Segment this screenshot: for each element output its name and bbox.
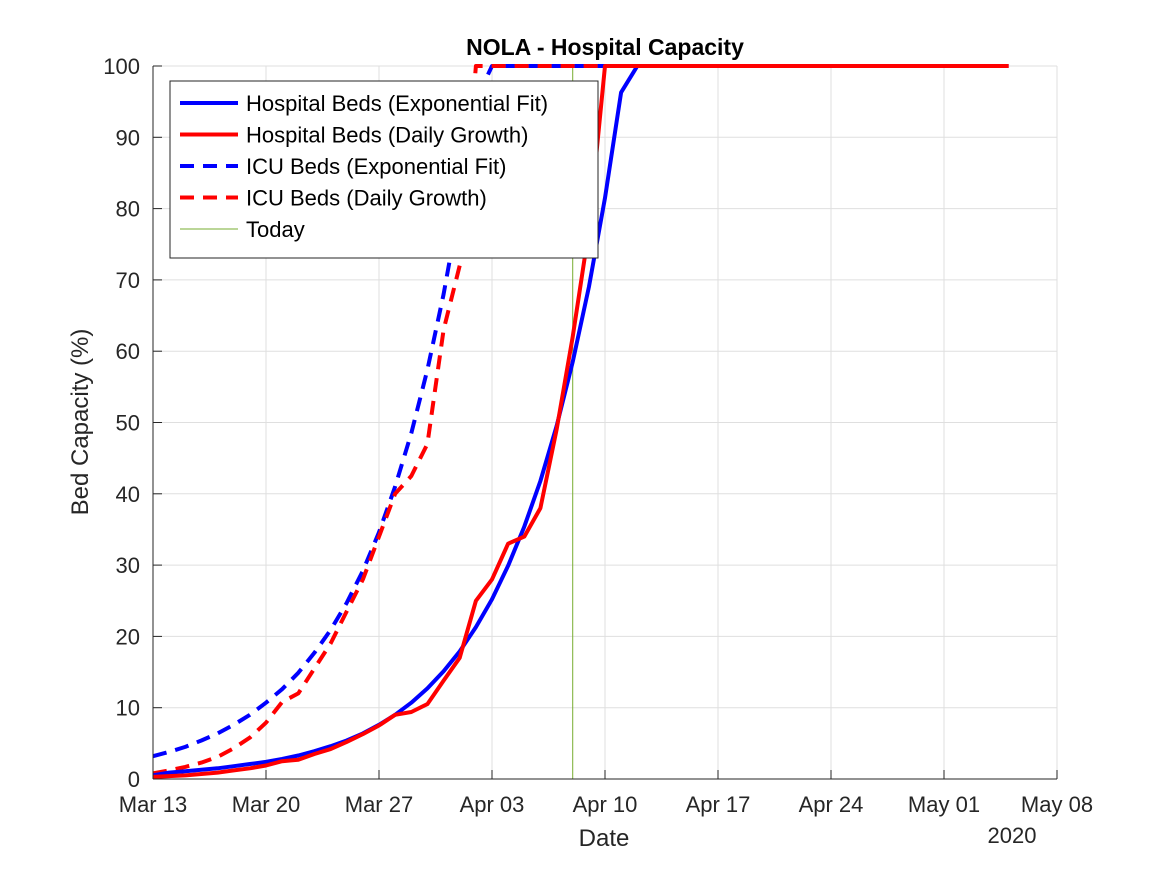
y-tick-label: 100 <box>103 54 140 79</box>
y-tick-label: 10 <box>116 696 140 721</box>
x-tick-label: Apr 10 <box>573 792 638 817</box>
x-axis-label: Date <box>579 825 630 852</box>
legend: Hospital Beds (Exponential Fit) Hospital … <box>169 80 599 259</box>
y-tick-label: 50 <box>116 411 140 436</box>
y-tick-label: 0 <box>128 767 140 792</box>
y-tick-label: 70 <box>116 268 140 293</box>
legend-box <box>169 80 599 259</box>
y-tick-label: 40 <box>116 482 140 507</box>
y-tick-label: 60 <box>116 339 140 364</box>
series-line-1 <box>152 64 1009 779</box>
x-tick-label: May 08 <box>1021 792 1093 817</box>
y-tick-label: 90 <box>116 125 140 150</box>
x-tick-label: Apr 03 <box>460 792 525 817</box>
x-tick-label: Apr 24 <box>799 792 864 817</box>
x-tick-label: Mar 27 <box>345 792 413 817</box>
chart-title: NOLA - Hospital Capacity <box>466 34 744 60</box>
x-tick-label: Mar 20 <box>232 792 300 817</box>
y-tick-label: 20 <box>116 624 140 649</box>
y-tick-label: 30 <box>116 553 140 578</box>
series-line-2 <box>152 64 1009 759</box>
y-ticks: 0 10 20 30 40 50 60 70 80 90 100 <box>103 54 162 792</box>
legend-label: Hospital Beds (Daily Growth) <box>246 123 528 148</box>
year-label: 2020 <box>988 823 1037 848</box>
x-tick-label: Mar 13 <box>119 792 187 817</box>
legend-label: Hospital Beds (Exponential Fit) <box>246 91 548 116</box>
y-axis-label: Bed Capacity (%) <box>67 329 94 516</box>
legend-label: ICU Beds (Daily Growth) <box>246 186 487 211</box>
y-tick-label: 80 <box>116 197 140 222</box>
x-tick-label: May 01 <box>908 792 980 817</box>
legend-label: Today <box>246 217 305 242</box>
x-tick-label: Apr 17 <box>686 792 751 817</box>
legend-label: ICU Beds (Exponential Fit) <box>246 154 506 179</box>
x-ticks: Mar 13 Mar 20 Mar 27 Apr 03 Apr 10 Apr 17 Apr … <box>119 770 1093 817</box>
